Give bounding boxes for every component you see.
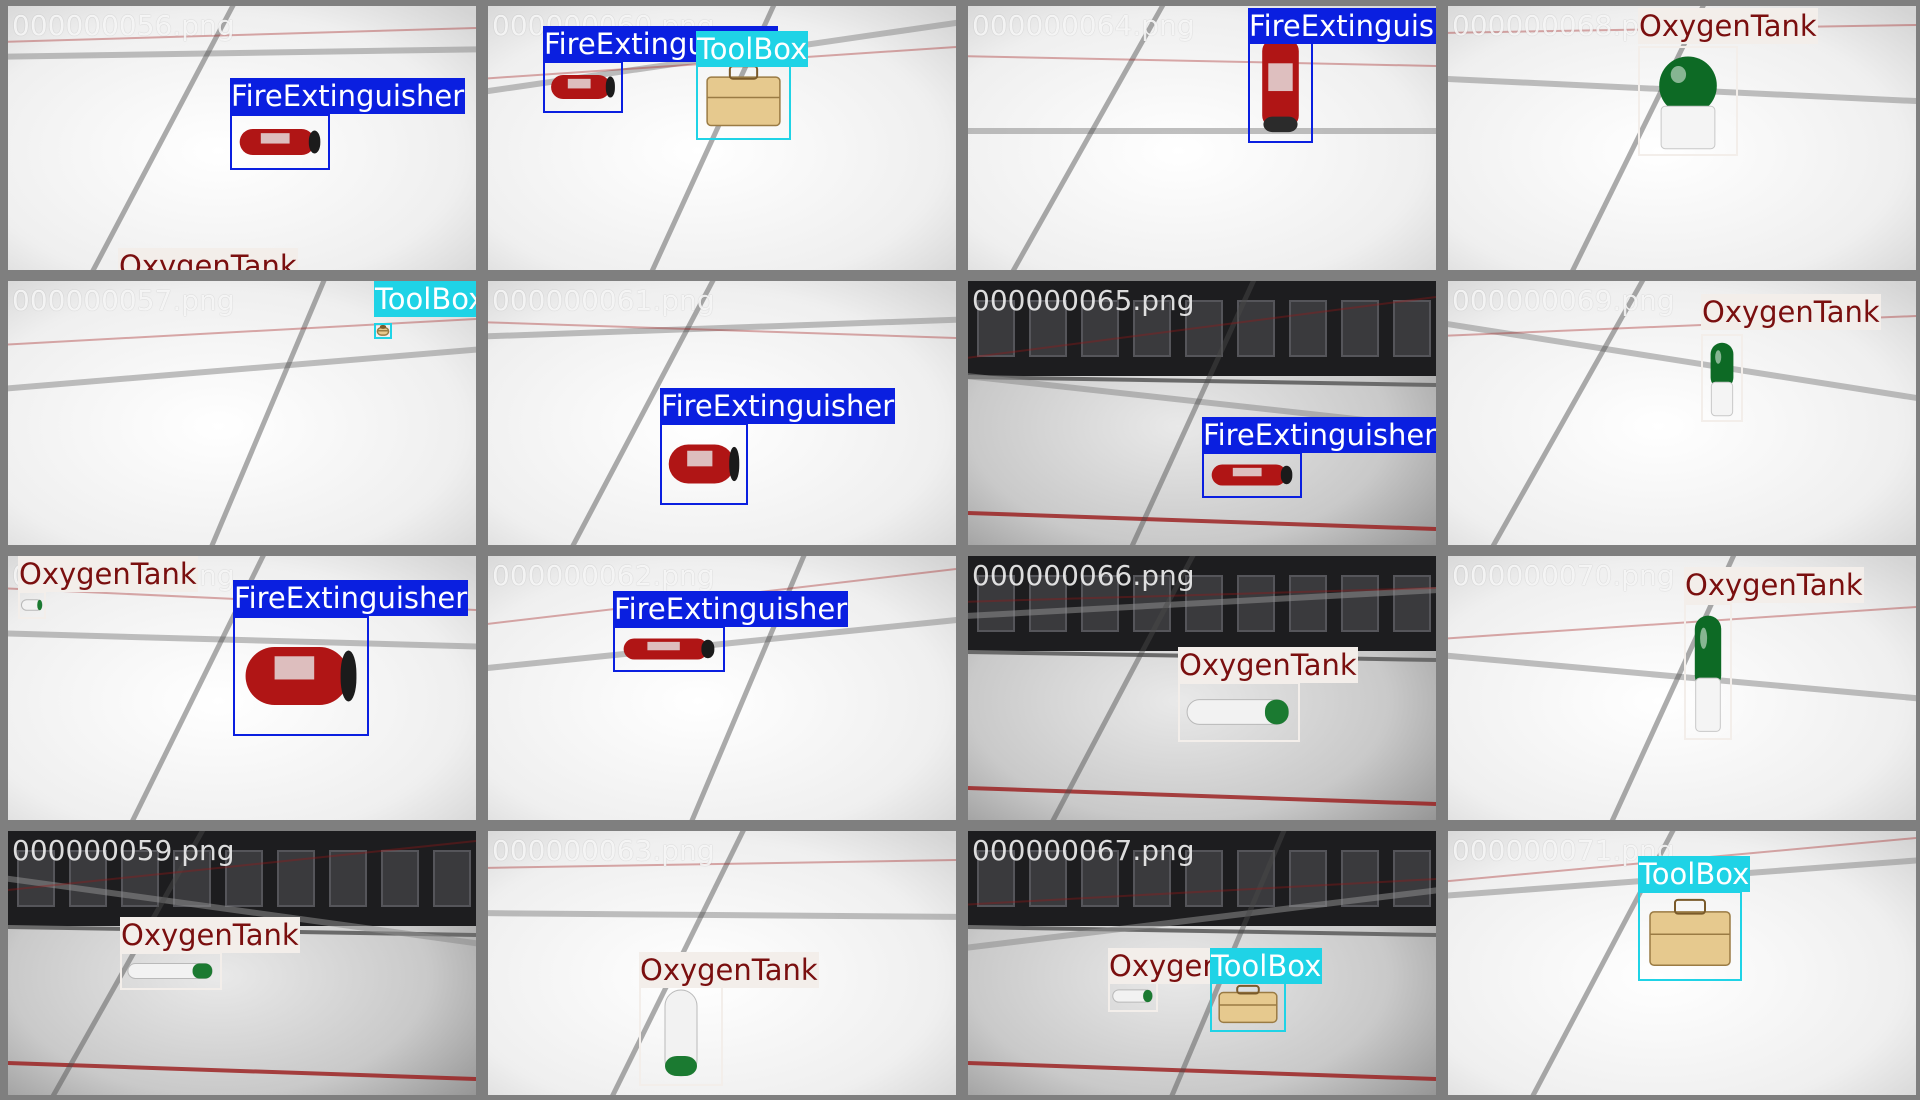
scene-backdrop — [968, 556, 1436, 820]
image-tile: 000000070.png OxygenTank — [1448, 556, 1916, 820]
bounding-box — [1108, 980, 1158, 1012]
fire-extinguisher-object — [239, 129, 321, 155]
bounding-box — [696, 58, 791, 140]
class-label: FireExtinguisher — [233, 580, 469, 616]
bounding-box — [543, 61, 623, 113]
image-tile: 000000063.png OxygenTank — [488, 831, 956, 1095]
class-label: ToolBox — [696, 31, 809, 67]
scene-backdrop — [968, 6, 1436, 270]
bounding-box — [233, 616, 369, 736]
class-label: FireExtinguisher — [1202, 417, 1436, 453]
class-label: ToolBox — [1210, 948, 1323, 984]
bounding-box — [1178, 682, 1300, 742]
class-label: OxygenTank — [118, 248, 298, 270]
bounding-box — [18, 591, 46, 619]
image-tile: 000000071.png ToolBox — [1448, 831, 1916, 1095]
image-tile: 000000065.png FireExtinguisher — [968, 281, 1436, 545]
image-tile: 000000058.pngOxygenTankFireExtinguisher — [8, 556, 476, 820]
bounding-box — [1202, 452, 1302, 498]
bounding-box — [1684, 603, 1732, 740]
image-tile: 000000066.png OxygenTank — [968, 556, 1436, 820]
scene-backdrop — [8, 281, 476, 545]
class-label: FireExtinguisher — [660, 388, 896, 424]
image-tile: 000000062.png FireExtinguisher — [488, 556, 956, 820]
image-tile: 000000068.png OxygenTank — [1448, 6, 1916, 270]
bounding-box — [1638, 891, 1742, 981]
toolbox-object — [376, 325, 390, 336]
fire-extinguisher-object — [1262, 38, 1299, 133]
class-label: OxygenTank — [1178, 647, 1358, 683]
toolbox-object — [1649, 898, 1731, 966]
class-label: FireExtinguisher — [230, 78, 466, 114]
fire-extinguisher-object — [623, 638, 715, 660]
oxygen-tank-object — [1659, 56, 1717, 150]
bounding-box — [120, 952, 222, 990]
bounding-box — [1248, 28, 1313, 143]
bounding-box — [613, 626, 725, 672]
scene-backdrop — [8, 831, 476, 1095]
bounding-box — [1210, 980, 1286, 1032]
oxygen-tank-object — [1694, 615, 1722, 732]
fire-extinguisher-object — [245, 647, 357, 705]
bounding-box — [1638, 46, 1738, 156]
scene-backdrop — [968, 281, 1436, 545]
oxygen-tank-object — [127, 963, 213, 979]
image-tile: 000000061.png FireExtinguisher — [488, 281, 956, 545]
toolbox-object — [1218, 984, 1278, 1024]
bounding-box — [230, 114, 330, 170]
fire-extinguisher-object — [668, 444, 740, 484]
class-label: OxygenTank — [1684, 567, 1864, 603]
class-label: OxygenTank — [1638, 8, 1818, 44]
class-label: ToolBox — [374, 281, 476, 317]
oxygen-tank-object — [664, 989, 698, 1077]
oxygen-tank-object — [1710, 342, 1734, 417]
image-tile: 000000056.png FireExtinguisher OxygenTank — [8, 6, 476, 270]
image-tile: 000000059.png OxygenTank — [8, 831, 476, 1095]
class-label: OxygenTank — [120, 917, 300, 953]
bounding-box — [374, 323, 392, 339]
fire-extinguisher-object — [551, 75, 615, 99]
toolbox-object — [706, 65, 781, 127]
bounding-box — [1701, 334, 1743, 422]
image-tile: 000000067.png OxygenTank ToolBox — [968, 831, 1436, 1095]
oxygen-tank-object — [1186, 699, 1290, 725]
class-label: OxygenTank — [639, 952, 819, 988]
bounding-box — [639, 982, 723, 1086]
class-label: ToolBox — [1638, 856, 1751, 892]
class-label: OxygenTank — [18, 556, 198, 592]
bounding-box — [660, 423, 748, 505]
class-label: FireExtinguisher — [1248, 8, 1436, 44]
image-tile: 000000060.pngFireExtinguisherToolBox — [488, 6, 956, 270]
oxygen-tank-object — [1112, 989, 1153, 1003]
image-tile: 000000069.png OxygenTank — [1448, 281, 1916, 545]
oxygen-tank-object — [20, 599, 43, 611]
image-tile: 000000057.png ToolBox — [8, 281, 476, 545]
fire-extinguisher-object — [1211, 464, 1293, 486]
class-label: FireExtinguisher — [613, 591, 849, 627]
class-label: OxygenTank — [1701, 294, 1881, 330]
